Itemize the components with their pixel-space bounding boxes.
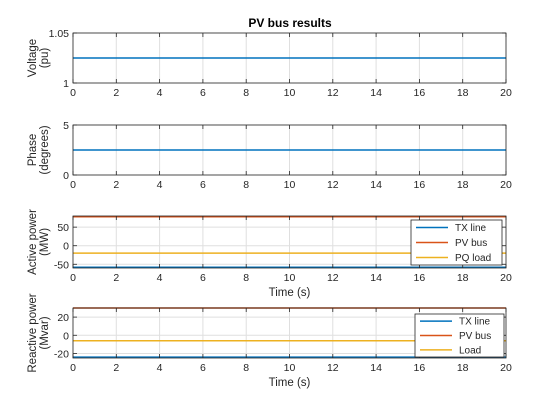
x-tick-label: 6 [200, 87, 206, 99]
y-axis-label-line: Reactive power [27, 293, 39, 372]
x-tick-label: 18 [457, 272, 469, 284]
y-axis-label-line: (pu) [39, 48, 51, 69]
x-tick-label: 6 [200, 272, 206, 284]
figure-title: PV bus results [248, 16, 332, 30]
x-tick-label: 14 [370, 272, 382, 284]
x-tick-label: 20 [500, 179, 512, 191]
x-tick-label: 20 [500, 362, 512, 374]
x-tick-label: 2 [113, 362, 119, 374]
y-tick-label: -20 [54, 348, 69, 360]
x-tick-label: 0 [70, 179, 76, 191]
x-tick-label: 8 [243, 272, 249, 284]
x-tick-label: 4 [157, 179, 163, 191]
y-axis-label-line: Active power [27, 209, 39, 275]
y-tick-label: 1.05 [49, 28, 70, 40]
x-tick-label: 8 [243, 362, 249, 374]
x-axis-label: Time (s) [269, 377, 311, 389]
x-tick-label: 10 [284, 272, 296, 284]
x-tick-label: 8 [243, 87, 249, 99]
y-tick-label: 0 [63, 330, 69, 342]
y-axis-label: Active power(MW) [27, 209, 51, 275]
legend-label: PV bus [455, 238, 487, 249]
x-tick-label: 8 [243, 179, 249, 191]
x-tick-label: 14 [370, 87, 382, 99]
axes-2: 0 2 4 6 8 10 12 14 16 18 20 0 5 Phase(degrees) [27, 120, 512, 191]
x-tick-label: 2 [113, 179, 119, 191]
x-tick-label: 16 [414, 87, 426, 99]
y-tick-label: 0 [63, 241, 69, 253]
y-axis-label-line: (Mvar) [39, 316, 51, 349]
x-tick-label: 16 [414, 362, 426, 374]
x-tick-label: 0 [70, 362, 76, 374]
x-tick-label: 20 [500, 87, 512, 99]
x-tick-label: 16 [414, 272, 426, 284]
x-tick-label: 18 [457, 87, 469, 99]
legend: TX line PV bus Load [414, 313, 505, 358]
x-tick-label: 10 [284, 87, 296, 99]
x-tick-label: 4 [157, 272, 163, 284]
x-tick-label: 6 [200, 179, 206, 191]
y-axis-label-line: Phase [27, 134, 39, 167]
x-tick-label: 14 [370, 362, 382, 374]
x-tick-label: 10 [284, 362, 296, 374]
x-tick-label: 6 [200, 362, 206, 374]
x-tick-label: 2 [113, 87, 119, 99]
x-tick-label: 14 [370, 179, 382, 191]
y-tick-label: 5 [63, 120, 69, 132]
y-axis-label-line: (degrees) [39, 125, 51, 174]
y-tick-label: 50 [57, 222, 69, 234]
y-axis-label: Reactive power(Mvar) [27, 293, 51, 372]
x-tick-label: 12 [327, 179, 339, 191]
legend-label: Load [459, 345, 481, 356]
x-tick-label: 0 [70, 87, 76, 99]
x-tick-label: 10 [284, 179, 296, 191]
y-tick-label: 0 [63, 170, 69, 182]
legend: TX line PV bus PQ load [410, 219, 503, 266]
y-axis-label: Voltage(pu) [27, 39, 51, 77]
x-tick-label: 16 [414, 179, 426, 191]
y-tick-label: -50 [54, 259, 69, 271]
x-tick-label: 20 [500, 272, 512, 284]
x-axis-label: Time (s) [269, 287, 311, 299]
legend-label: PQ load [455, 253, 491, 264]
x-tick-label: 0 [70, 272, 76, 284]
x-tick-label: 12 [327, 362, 339, 374]
x-tick-label: 12 [327, 272, 339, 284]
y-tick-label: 1 [63, 78, 69, 90]
x-tick-label: 12 [327, 87, 339, 99]
x-tick-label: 18 [457, 362, 469, 374]
y-axis-label-line: (MW) [39, 228, 51, 256]
y-axis-label: Phase(degrees) [27, 125, 51, 174]
x-tick-label: 18 [457, 179, 469, 191]
x-tick-label: 2 [113, 272, 119, 284]
y-axis-label-line: Voltage [27, 39, 39, 77]
legend-label: TX line [455, 223, 487, 234]
legend-label: PV bus [459, 331, 491, 342]
legend-label: TX line [459, 317, 491, 328]
y-tick-label: 20 [57, 312, 69, 324]
x-tick-label: 4 [157, 362, 163, 374]
x-tick-label: 4 [157, 87, 163, 99]
